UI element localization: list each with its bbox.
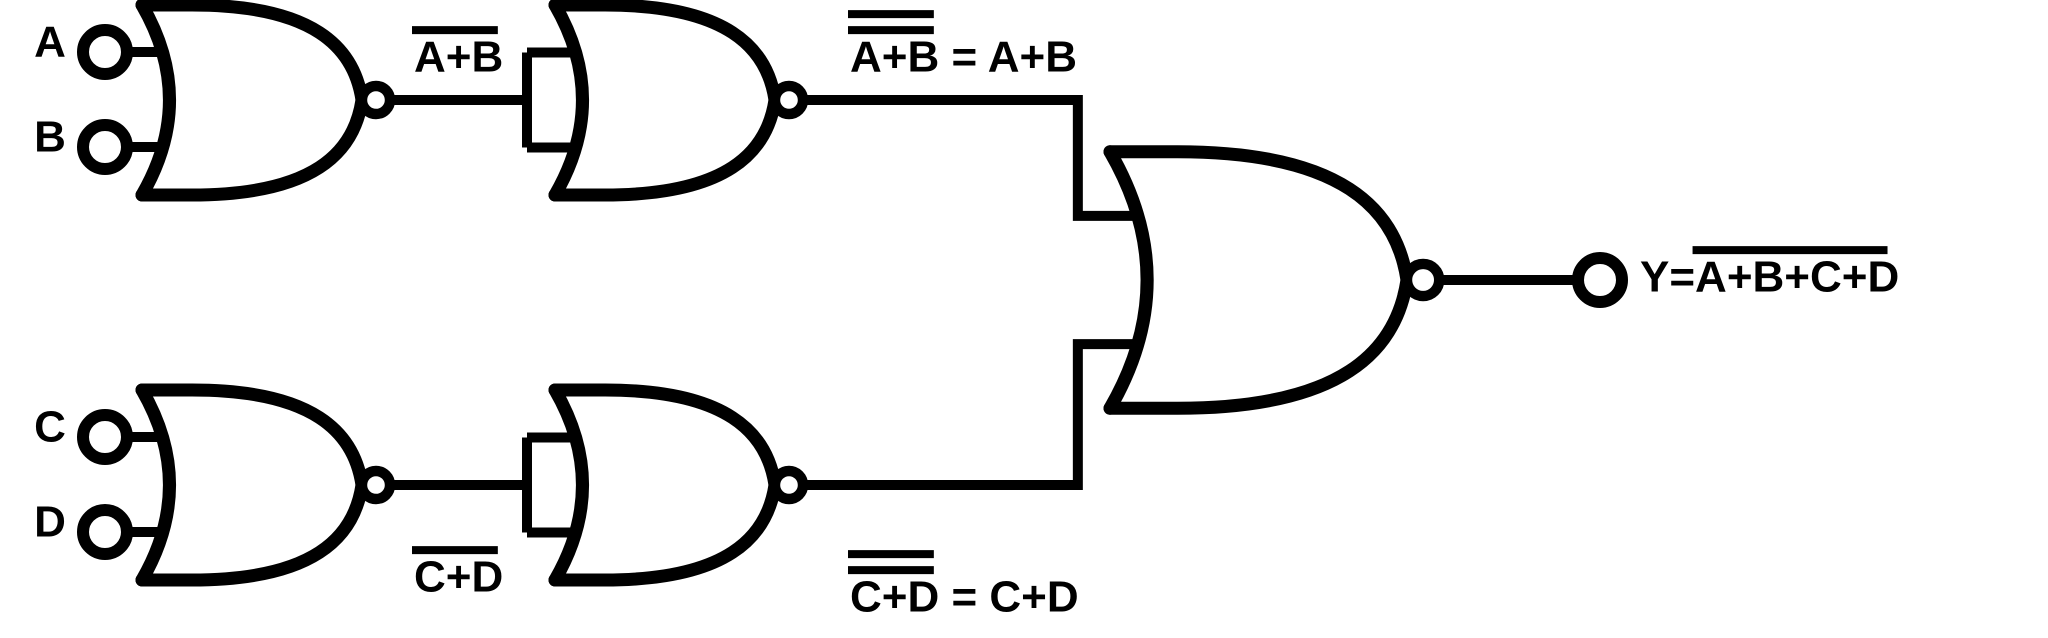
expr-label-out: Y=A+B+C+D xyxy=(1640,250,1899,302)
expr-label-l1: A+B xyxy=(412,30,503,82)
nor-gate-nor1 xyxy=(142,5,390,195)
input-terminal-C xyxy=(83,415,127,459)
svg-text:C+D = C+D: C+D = C+D xyxy=(850,573,1079,622)
expr-label-l3: C+D xyxy=(412,550,503,602)
input-label-A: A xyxy=(34,18,66,67)
nor-gate-nor5 xyxy=(1110,152,1439,409)
nor-gate-nor2 xyxy=(527,5,803,195)
nor-gate-nor4 xyxy=(527,390,803,580)
output-terminal-Y xyxy=(1578,258,1622,302)
expr-label-l2: A+B = A+B xyxy=(848,14,1077,82)
input-terminal-B xyxy=(83,125,127,169)
input-terminal-A xyxy=(83,30,127,74)
nor-gate-nor3 xyxy=(142,390,390,580)
input-label-D: D xyxy=(34,498,66,547)
svg-text:A+B = A+B: A+B = A+B xyxy=(850,33,1077,82)
input-label-B: B xyxy=(34,113,66,162)
wire xyxy=(803,100,1138,216)
svg-text:A+B: A+B xyxy=(414,33,503,82)
input-label-C: C xyxy=(34,403,66,452)
svg-text:C+D: C+D xyxy=(414,553,503,602)
wire xyxy=(803,344,1138,485)
input-terminal-D xyxy=(83,510,127,554)
expr-label-l4: C+D = C+D xyxy=(848,554,1079,622)
svg-text:Y=A+B+C+D: Y=A+B+C+D xyxy=(1640,253,1899,302)
